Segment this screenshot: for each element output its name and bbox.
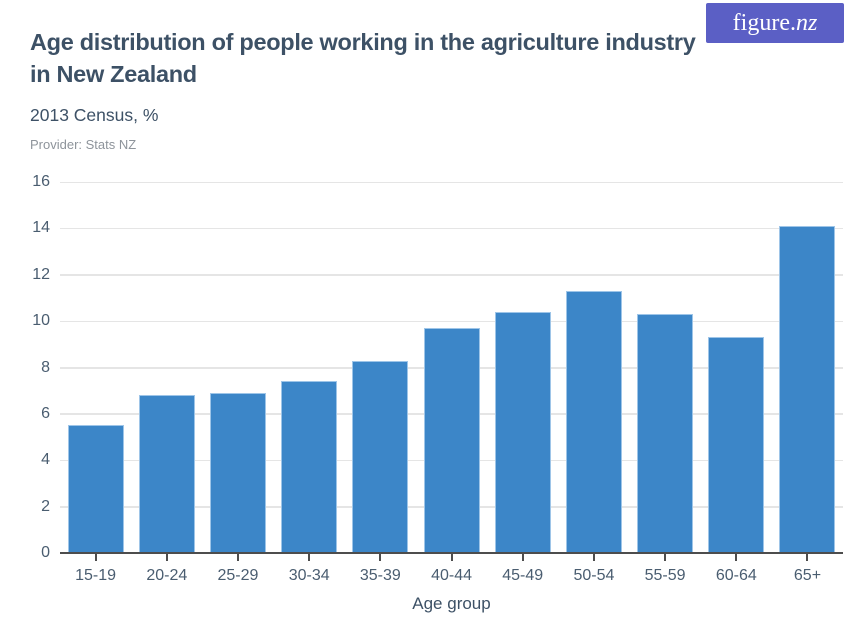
bar-30-34 — [281, 381, 338, 553]
bar-55-59 — [637, 314, 694, 553]
x-axis-tick — [236, 554, 239, 561]
x-axis-tick-label: 50-54 — [573, 567, 615, 584]
chart-title-line1: Age distribution of people working in th… — [30, 29, 696, 55]
logo-text-main: figure. — [732, 9, 796, 36]
bar-group-60-64: 60-64 — [701, 182, 772, 584]
bar-15-19 — [67, 425, 124, 553]
bar-50-54 — [565, 290, 622, 553]
x-axis-title: Age group — [412, 594, 491, 613]
x-axis-tick-label: 65+ — [793, 567, 822, 584]
x-axis-tick — [664, 554, 667, 561]
y-axis: 0 2 4 6 8 10 12 14 16 — [0, 173, 50, 561]
bar-40-44 — [423, 328, 480, 553]
x-axis-tick — [94, 554, 97, 561]
bar-25-29 — [209, 393, 266, 553]
bar-group-50-54: 50-54 — [558, 182, 629, 584]
y-axis-tick-label: 0 — [41, 544, 50, 561]
bar-group-65+: 65+ — [772, 182, 843, 584]
x-axis-tick — [450, 554, 453, 561]
bar-group-15-19: 15-19 — [60, 182, 131, 584]
figure-nz-logo[interactable]: figure. nz — [706, 3, 844, 43]
x-axis-tick-label: 35-39 — [359, 567, 401, 584]
gridline — [60, 320, 843, 323]
bar-35-39 — [352, 360, 409, 553]
x-axis-tick-label: 30-34 — [288, 567, 330, 584]
x-axis-tick — [379, 554, 382, 561]
bar-group-30-34: 30-34 — [274, 182, 345, 584]
y-axis-tick-label: 12 — [32, 265, 50, 283]
x-axis-tick-label: 55-59 — [644, 567, 686, 584]
bars-row: 15-19 20-24 25-29 30-34 35-39 40-44 45-49 50-54… — [60, 182, 843, 584]
x-axis-tick-label: 15-19 — [75, 567, 117, 584]
bar-group-20-24: 20-24 — [131, 182, 202, 584]
x-axis-tick-label: 20-24 — [146, 567, 188, 584]
bar-20-24 — [138, 395, 195, 553]
x-axis-tick — [806, 554, 809, 561]
y-axis-tick-label: 8 — [41, 358, 50, 376]
bar-65+ — [779, 226, 836, 553]
gridline — [60, 274, 843, 276]
x-axis-tick-label: 45-49 — [502, 567, 544, 584]
chart-title-line2: in New Zealand — [30, 61, 197, 87]
y-axis-tick-label: 2 — [41, 497, 50, 515]
y-axis-tick-label: 14 — [32, 219, 50, 237]
x-axis-tick-label: 25-29 — [217, 567, 259, 584]
x-axis-tick — [521, 554, 524, 561]
bar-group-40-44: 40-44 — [416, 182, 487, 584]
bar-60-64 — [708, 337, 765, 553]
bar-group-55-59: 55-59 — [630, 182, 701, 584]
logo-text-accent: nz — [795, 9, 818, 36]
bar-45-49 — [494, 311, 551, 553]
x-axis-line — [60, 552, 843, 554]
x-axis-tick-label: 40-44 — [431, 567, 472, 584]
chart-title: Age distribution of people working in th… — [30, 26, 696, 90]
chart-subtitle: 2013 Census, % — [30, 105, 159, 125]
gridline — [60, 181, 843, 183]
x-axis-tick — [735, 554, 738, 561]
provider-label: Provider: Stats NZ — [30, 137, 137, 152]
y-axis-tick-label: 10 — [32, 312, 50, 330]
y-axis-tick-label: 16 — [32, 173, 50, 190]
x-axis-tick-label: 60-64 — [715, 567, 757, 584]
x-axis-tick — [165, 554, 168, 561]
x-axis-tick — [592, 554, 595, 561]
x-axis-tick — [308, 554, 311, 561]
y-axis-tick-label: 4 — [41, 451, 50, 469]
bar-group-25-29: 25-29 — [202, 182, 273, 584]
bar-group-45-49: 45-49 — [487, 182, 558, 584]
y-axis-tick-label: 6 — [41, 404, 50, 422]
bar-group-35-39: 35-39 — [345, 182, 416, 584]
bar-chart-plot-area: 15-19 20-24 25-29 30-34 35-39 40-44 45-49 50-54… — [60, 181, 843, 584]
gridline — [60, 227, 843, 230]
